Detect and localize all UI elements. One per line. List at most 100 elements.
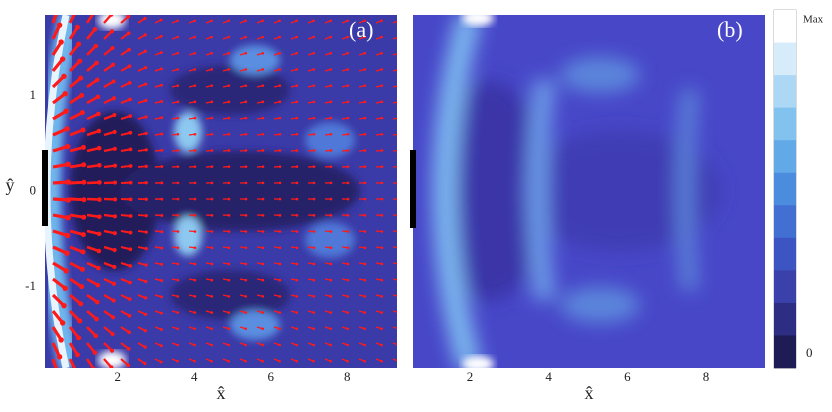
arrow-head — [109, 365, 113, 369]
arrow-head — [364, 165, 367, 168]
arrow-head — [346, 52, 349, 55]
arrow-head — [55, 371, 60, 376]
arrow-head — [113, 130, 117, 134]
arrow-head — [245, 84, 248, 87]
arrow-head — [296, 182, 299, 185]
arrow-head — [380, 52, 383, 55]
arrow-head — [397, 20, 400, 23]
arrow-head — [176, 344, 179, 347]
arrow-head — [194, 133, 197, 136]
arrow-head — [143, 346, 146, 349]
arrow-head — [380, 36, 383, 39]
arrow-head — [111, 332, 115, 336]
arrow-head — [160, 295, 163, 298]
arrow-head — [312, 52, 315, 55]
arrow-head — [313, 84, 316, 87]
arrow-head — [160, 263, 163, 266]
arrow-head — [381, 149, 384, 152]
arrow-head — [312, 360, 315, 363]
arrow-head — [176, 360, 179, 363]
arrow-head — [227, 327, 230, 330]
arrow-head — [193, 20, 196, 23]
arrow-head — [160, 67, 163, 70]
arrow-head — [245, 133, 248, 136]
x-tick-label: 4 — [545, 369, 552, 384]
arrow-head — [312, 344, 315, 347]
arrow-head — [127, 31, 131, 35]
arrow-head — [177, 279, 180, 282]
arrow-head — [160, 116, 163, 119]
arrow-head — [397, 344, 400, 347]
arrow-head — [278, 344, 281, 347]
arrow-head — [194, 165, 197, 168]
arrow-head — [244, 36, 247, 39]
arrow-head — [177, 214, 180, 217]
arrow-head — [380, 360, 383, 363]
arrow-head — [128, 64, 132, 68]
arrow-head — [194, 263, 197, 266]
arrow-head — [329, 360, 332, 363]
arrow-head — [95, 300, 100, 305]
arrow-head — [364, 101, 367, 104]
arrow-head — [279, 182, 282, 185]
arrow-head — [279, 214, 282, 217]
arrow-head — [57, 22, 62, 27]
arrow-head — [144, 50, 147, 53]
arrow-head — [330, 117, 333, 120]
arrow-head — [397, 360, 400, 363]
arrow-head — [177, 263, 180, 266]
arrow-head — [312, 311, 315, 314]
arrow-head — [228, 101, 231, 104]
arrow-head — [347, 295, 350, 298]
arrow-head — [262, 165, 265, 168]
arrow-head — [65, 233, 70, 238]
arrow-head — [160, 328, 163, 331]
arrow-head — [398, 133, 401, 136]
arrow-head — [160, 51, 163, 54]
arrow-head — [330, 149, 333, 152]
arrow-head — [244, 20, 247, 23]
arrow-head — [144, 99, 147, 102]
arrow-head — [160, 198, 163, 201]
arrow-head — [398, 101, 401, 104]
arrow-head — [228, 117, 231, 120]
arrow-head — [279, 165, 282, 168]
arrow-head — [144, 329, 147, 332]
arrow — [393, 150, 399, 151]
arrow-head — [144, 263, 147, 266]
arrow-head — [61, 303, 66, 308]
arrow-head — [129, 164, 133, 168]
arrow-head — [364, 198, 367, 201]
arrow-head — [364, 117, 367, 120]
arrow-head — [278, 52, 281, 55]
colorbar-swatch — [774, 335, 796, 368]
arrow-head — [381, 117, 384, 120]
arrow-head — [211, 279, 214, 282]
arrow-head — [93, 27, 98, 32]
arrow-head — [210, 360, 213, 363]
arrow-head — [398, 295, 401, 298]
arrow-head — [347, 101, 350, 104]
arrow-head — [381, 214, 384, 217]
arrow-head — [127, 347, 131, 351]
arrow-head — [194, 84, 197, 87]
arrow-head — [77, 59, 82, 64]
arrow-head — [278, 20, 281, 23]
arrow-head — [113, 248, 117, 252]
arrow-head — [211, 230, 214, 233]
arrow-head — [128, 297, 132, 301]
arrow-head — [363, 360, 366, 363]
arrow-head — [128, 81, 132, 85]
arrow-head — [79, 93, 84, 98]
arrow-head — [295, 360, 298, 363]
arrow-head — [330, 165, 333, 168]
arrow-head — [97, 214, 102, 219]
arrow-head — [330, 84, 333, 87]
arrow-head — [364, 214, 367, 217]
colorbar-swatch — [774, 205, 796, 238]
arrow — [393, 231, 399, 232]
arrow-head — [347, 149, 350, 152]
arrow-head — [60, 320, 65, 325]
arrow-head — [194, 295, 197, 298]
